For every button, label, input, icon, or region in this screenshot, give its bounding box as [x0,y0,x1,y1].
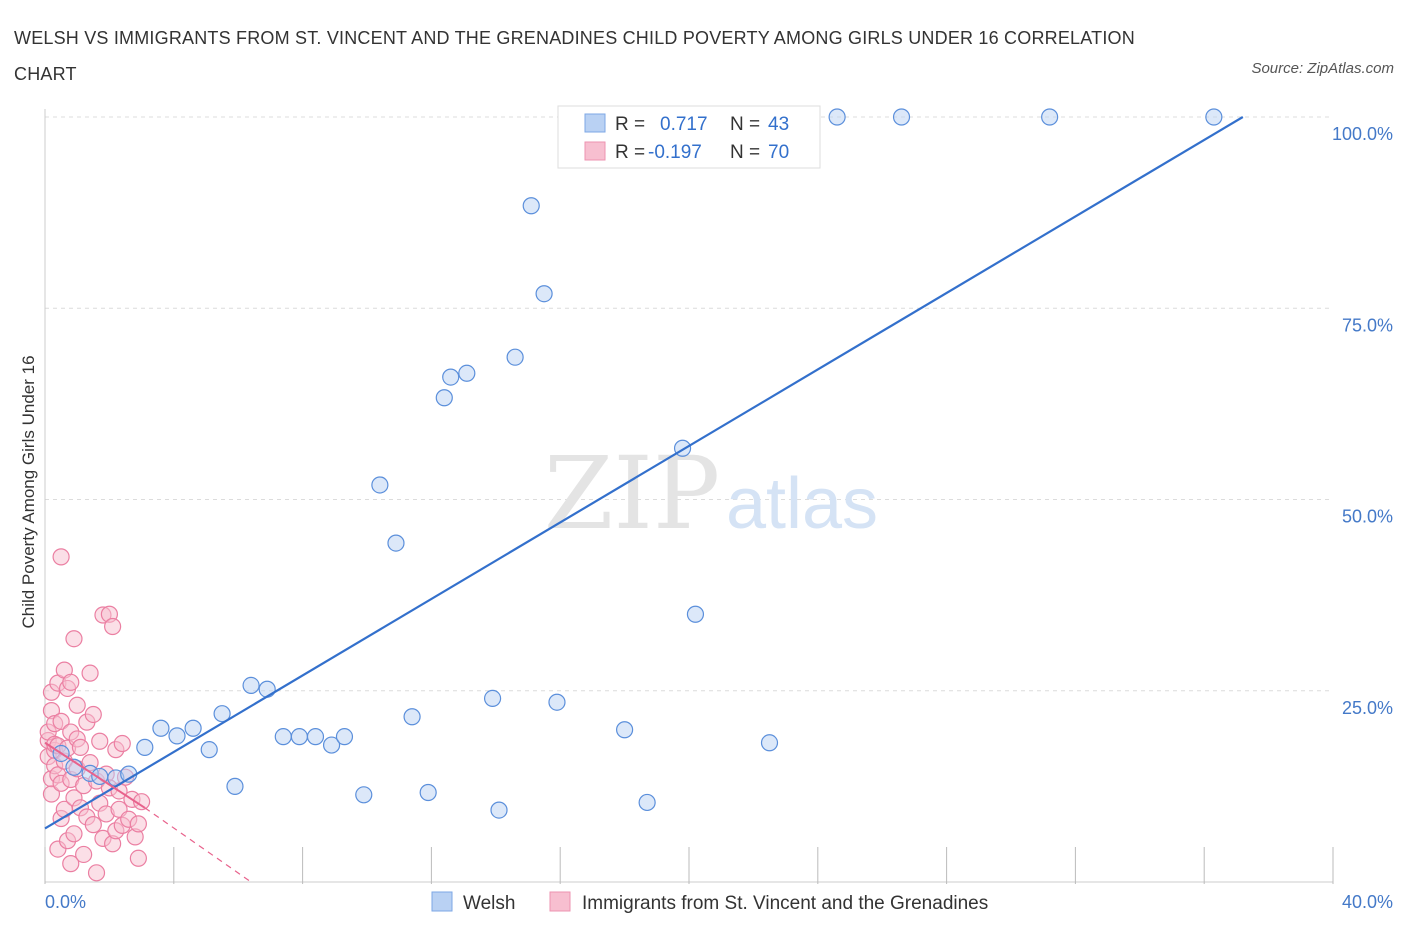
immigrants-trend-extension [144,807,252,883]
welsh-point [371,476,389,494]
welsh-point [1205,108,1223,126]
legend-swatch-welsh [431,891,453,912]
immigrants-point [104,617,122,636]
welsh-point [226,777,244,795]
y-tick-label: 50.0% [1342,507,1393,527]
immigrants-point [68,696,86,714]
welsh-point [419,783,437,802]
y-tick-label: 75.0% [1342,315,1393,335]
x-tick-label-max: 40.0% [1342,892,1393,912]
immigrants-point [81,664,99,682]
immigrants-point [65,630,83,648]
welsh-point [458,364,476,382]
welsh-point [535,285,553,303]
watermark: ZIP atlas [544,435,878,552]
legend-label-immigrants: Immigrants from St. Vincent and the Gren… [582,893,988,914]
welsh-point [1041,108,1059,126]
stats-r-value-immigrants: -0.197 [648,142,702,163]
series-legend: Welsh Immigrants from St. Vincent and th… [431,891,988,914]
immigrants-point [75,845,93,864]
y-axis-label: Child Poverty Among Girls Under 16 [19,355,38,628]
stats-n-label-welsh: N = [730,114,760,135]
watermark-zip: ZIP [544,435,720,552]
welsh-point [506,348,524,366]
welsh-point [442,368,460,386]
grid-lines [45,116,1333,692]
immigrants-point [52,712,70,730]
welsh-point [403,708,421,726]
stats-r-label-welsh: R = [615,114,645,135]
immigrants-point [84,816,102,834]
trend-lines [44,116,1244,883]
immigrants-point [71,738,90,756]
welsh-point [686,605,705,623]
immigrants-point [42,785,61,803]
welsh-point [522,197,540,215]
welsh-point [306,728,325,746]
stats-legend: R = 0.717 N = 43 R = -0.197 N = 70 [557,105,821,169]
immigrants-point [65,825,83,843]
welsh-point [638,793,656,812]
stats-r-value-welsh: 0.717 [660,114,708,135]
welsh-point [152,719,170,737]
stats-r-label-immigrants: R = [615,142,645,163]
welsh-point [548,693,566,711]
welsh-point [387,534,405,552]
immigrants-point [52,548,70,566]
chart-title: WELSH VS IMMIGRANTS FROM ST. VINCENT AND… [14,28,1135,84]
welsh-point [136,738,154,756]
chart-source: Source: ZipAtlas.com [1251,60,1394,77]
stats-swatch-immigrants [584,141,606,161]
welsh-point [322,736,341,754]
immigrants-point [129,815,147,833]
welsh-point [213,705,231,723]
welsh-point [168,727,186,745]
welsh-point [258,680,276,698]
legend-swatch-immigrants [549,891,571,912]
immigrants-point [113,734,131,753]
welsh-point [615,721,634,739]
welsh-point [490,801,508,819]
welsh-point [184,719,202,737]
x-tick-label-min: 0.0% [45,892,86,912]
welsh-point [892,108,911,126]
immigrants-point [129,849,147,867]
y-tick-label: 100.0% [1332,124,1393,144]
y-tick-labels: 25.0% 50.0% 75.0% 100.0% [1332,124,1393,718]
welsh-point [828,108,846,126]
stats-n-value-welsh: 43 [768,114,789,135]
welsh-point [760,734,779,752]
welsh-point [274,728,292,746]
immigrants-trend-line [44,741,146,809]
x-tick-labels: 0.0% 40.0% [45,892,1393,912]
immigrants-point [62,673,80,691]
welsh-point [483,689,502,708]
welsh-point [290,728,308,746]
welsh-point [435,389,453,407]
welsh-point [335,728,354,746]
y-tick-label: 25.0% [1342,698,1393,718]
immigrants-point [62,855,80,873]
stats-n-value-immigrants: 70 [768,142,789,163]
welsh-point [242,676,260,694]
stats-n-label-immigrants: N = [730,142,760,163]
welsh-point [200,741,218,759]
welsh-trend-line [44,116,1244,830]
immigrants-point [87,864,106,882]
legend-label-welsh: Welsh [463,893,515,914]
welsh-point [355,786,373,804]
immigrants-point [84,705,102,724]
stats-swatch-welsh [584,113,606,133]
data-points [39,108,1223,882]
watermark-atlas: atlas [726,464,878,544]
immigrants-point [91,732,109,750]
